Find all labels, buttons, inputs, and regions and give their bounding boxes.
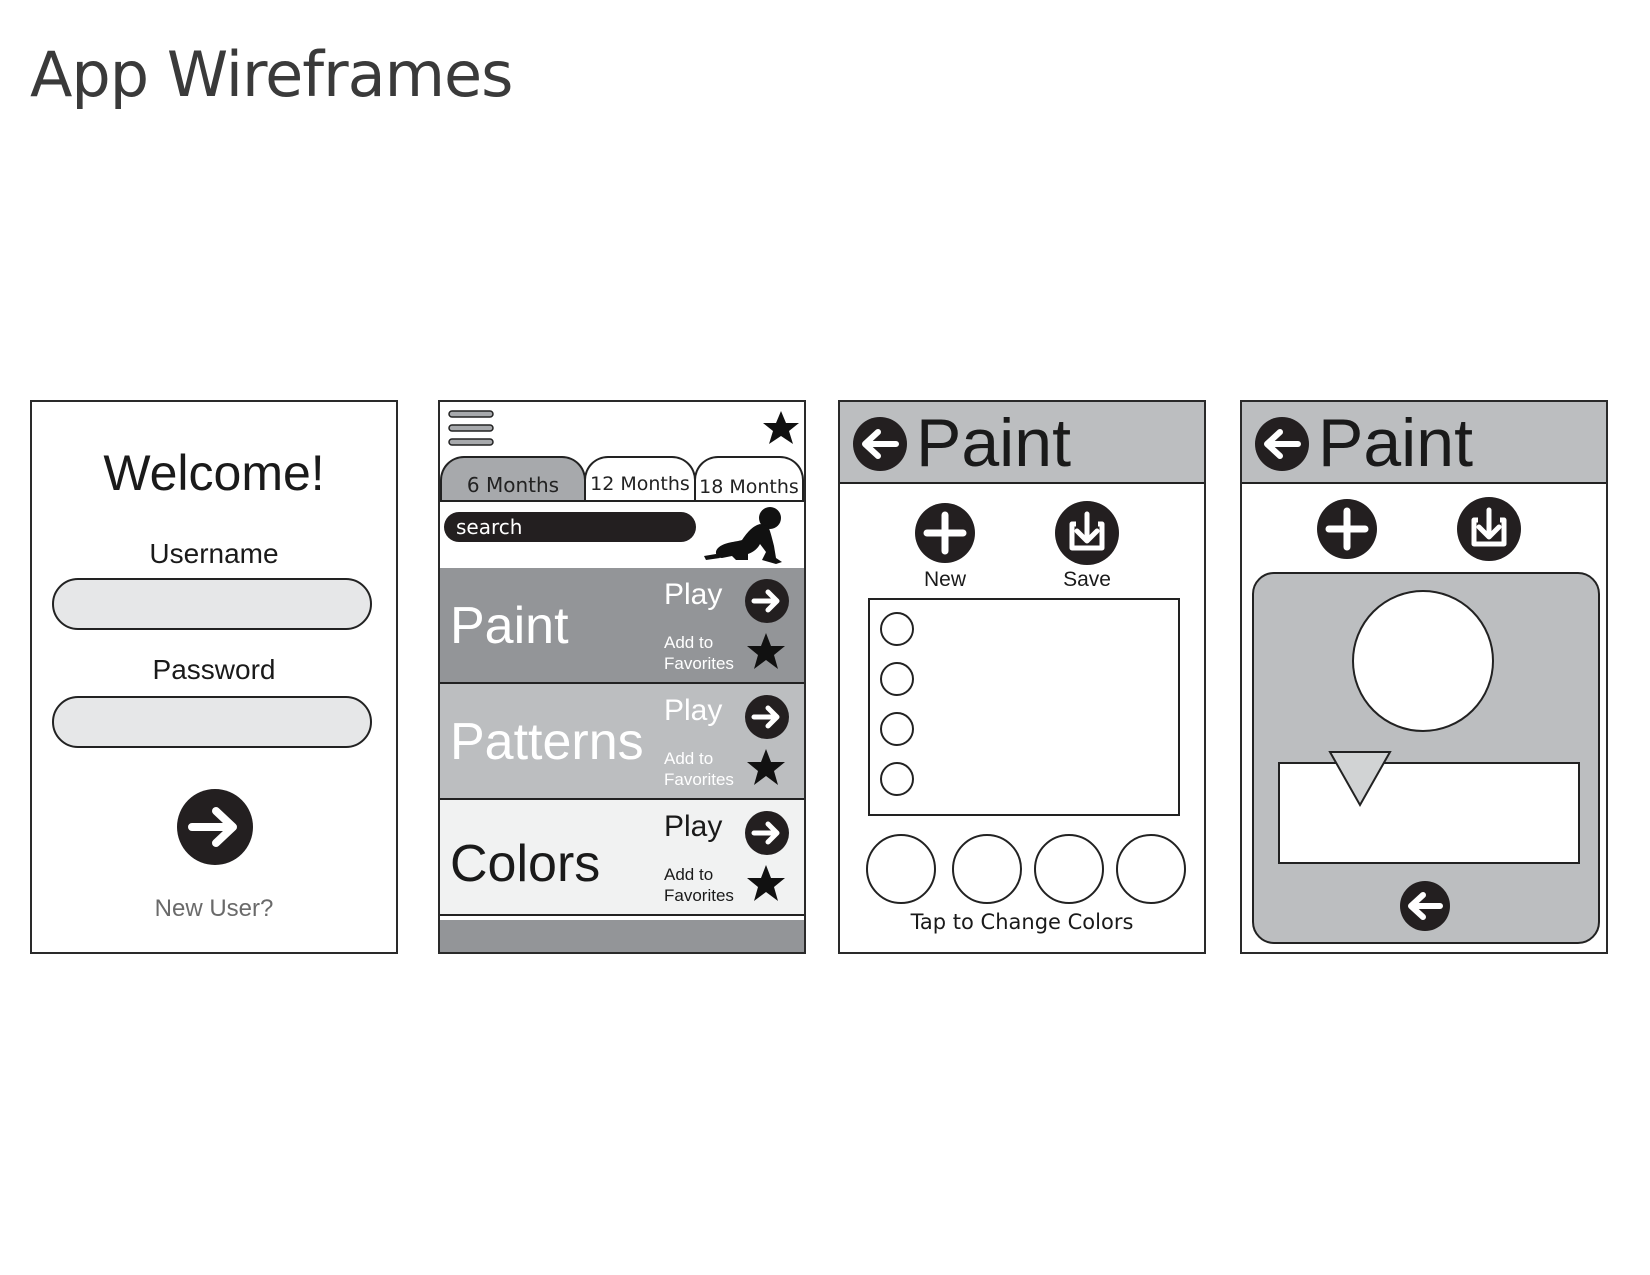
hamburger-icon <box>448 410 494 446</box>
tap-to-change-colors-label: Tap to Change Colors <box>910 910 1134 934</box>
play-button[interactable] <box>744 810 790 856</box>
play-label: Play <box>664 810 723 843</box>
shape-option[interactable] <box>880 612 914 646</box>
screen-title: Paint <box>916 405 1071 481</box>
play-button[interactable] <box>744 578 790 624</box>
arrow-left-icon <box>853 417 907 471</box>
triangle-icon <box>1328 751 1392 808</box>
play-label: Play <box>664 694 723 727</box>
page-title: App Wireframes <box>30 38 513 111</box>
add-favorites-label: Add to Favorites <box>664 865 734 905</box>
shape-option[interactable] <box>880 712 914 746</box>
paint-screen: Paint New Save Tap to Change Colors <box>838 400 1206 954</box>
shape-option[interactable] <box>880 762 914 796</box>
menu-topbar <box>440 402 804 458</box>
color-swatch[interactable] <box>866 834 936 904</box>
paint-header: Paint <box>840 402 1204 484</box>
login-screen: Welcome! Username Password New User? <box>30 400 398 954</box>
new-button[interactable] <box>1316 498 1378 560</box>
save-button[interactable] <box>1054 500 1120 566</box>
play-button[interactable] <box>744 694 790 740</box>
password-label: Password <box>152 654 276 685</box>
back-button[interactable] <box>1254 416 1310 472</box>
arrow-right-icon <box>745 811 789 855</box>
username-label: Username <box>149 538 279 569</box>
star-icon <box>763 411 799 444</box>
new-label: New <box>923 568 966 591</box>
age-tabs: 6 Months 12 Months 18 Months <box>440 456 804 502</box>
circle-shape[interactable] <box>1352 590 1494 732</box>
save-button[interactable] <box>1456 496 1522 562</box>
star-icon <box>747 865 785 901</box>
username-field[interactable] <box>52 578 372 630</box>
arrow-left-icon <box>1255 417 1309 471</box>
favorite-button[interactable] <box>746 864 786 902</box>
save-label: Save <box>1063 568 1111 591</box>
activity-patterns[interactable]: Patterns Play Add to Favorites <box>440 684 804 800</box>
search-row: search <box>440 500 804 570</box>
tab-12-months[interactable]: 12 Months <box>584 456 696 500</box>
star-icon <box>747 633 785 669</box>
password-field[interactable] <box>52 696 372 748</box>
add-favorites-label: Add to Favorites <box>664 633 734 673</box>
arrow-right-icon <box>745 695 789 739</box>
arrow-right-icon <box>745 579 789 623</box>
tab-18-months[interactable]: 18 Months <box>694 456 804 500</box>
activity-title: Colors <box>450 835 601 893</box>
favorites-button[interactable] <box>762 410 800 446</box>
new-user-link[interactable]: New User? <box>154 895 274 922</box>
tab-6-months[interactable]: 6 Months <box>440 456 586 500</box>
color-swatch[interactable] <box>1116 834 1186 904</box>
search-input[interactable]: search <box>444 512 696 542</box>
shape-option[interactable] <box>880 662 914 696</box>
drawing-panel <box>1252 572 1600 944</box>
menu-screen: 6 Months 12 Months 18 Months search Pain… <box>438 400 806 954</box>
paint-screen-panel: Paint <box>1240 400 1608 954</box>
activity-paint[interactable]: Paint Play Add to Favorites <box>440 568 804 684</box>
screen-title: Paint <box>1318 405 1473 481</box>
arrow-right-icon <box>177 789 253 865</box>
back-button[interactable] <box>852 416 908 472</box>
welcome-heading: Welcome! <box>103 445 325 501</box>
triangle-shape[interactable] <box>1328 750 1392 808</box>
favorite-button[interactable] <box>746 632 786 670</box>
color-swatch[interactable] <box>952 834 1022 904</box>
back-button[interactable] <box>1399 880 1451 932</box>
play-label: Play <box>664 578 723 611</box>
plus-icon <box>1317 499 1377 559</box>
baby-avatar <box>702 504 792 566</box>
favorite-button[interactable] <box>746 748 786 786</box>
menu-button[interactable] <box>448 410 494 446</box>
activity-title: Patterns <box>450 713 644 771</box>
star-icon <box>747 749 785 785</box>
shape-list-box <box>868 598 1180 816</box>
paint-header: Paint <box>1242 402 1606 484</box>
download-icon <box>1457 497 1521 561</box>
plus-icon <box>915 503 975 563</box>
add-favorites-label: Add to Favorites <box>664 749 734 789</box>
arrow-left-icon <box>1400 881 1450 931</box>
bottom-bar <box>440 920 804 952</box>
color-swatch[interactable] <box>1034 834 1104 904</box>
rectangle-shape[interactable] <box>1278 762 1580 864</box>
activity-colors[interactable]: Colors Play Add to Favorites <box>440 800 804 916</box>
new-button[interactable] <box>914 502 976 564</box>
login-button[interactable] <box>176 788 254 866</box>
download-icon <box>1055 501 1119 565</box>
baby-icon <box>704 507 782 564</box>
activity-title: Paint <box>450 597 569 655</box>
